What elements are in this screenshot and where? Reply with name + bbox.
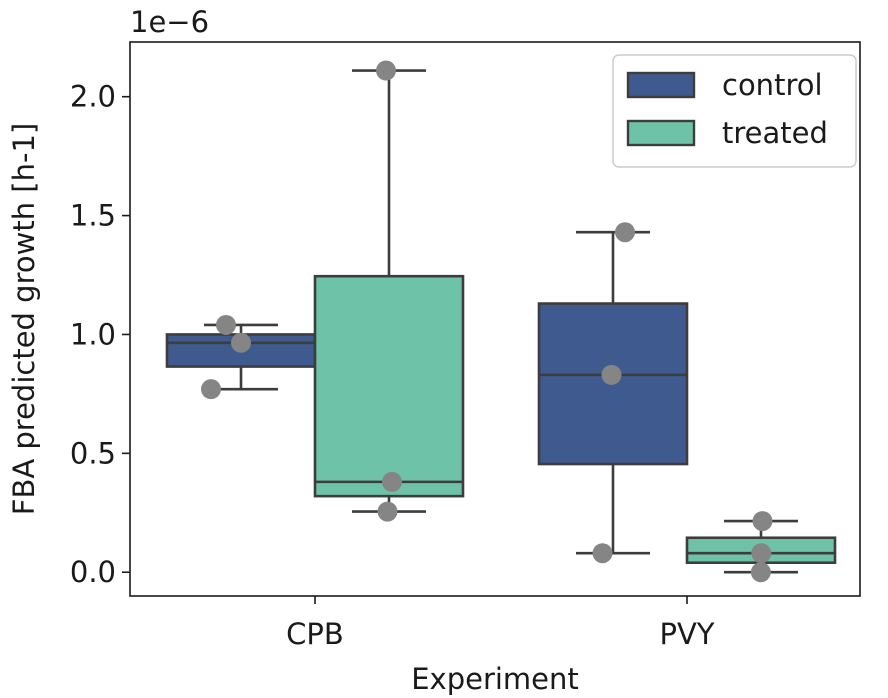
x-tick-label: PVY: [659, 617, 714, 651]
legend: control treated: [612, 54, 857, 168]
data-point: [592, 543, 613, 564]
data-point: [376, 60, 396, 81]
plot-frame: [129, 41, 861, 597]
box-control-PVY: [537, 230, 689, 555]
y-tick-label: 1.5: [70, 199, 116, 233]
data-point: [201, 379, 221, 400]
box-iqr: [313, 274, 465, 498]
data-point: [752, 511, 773, 532]
x-axis-label: Experiment: [411, 662, 579, 696]
y-axis: 0.0 0.5 1.0 1.5 2.0: [70, 80, 130, 589]
data-point: [231, 332, 251, 353]
data-point: [377, 501, 398, 522]
y-tick-label: 0.0: [70, 555, 116, 589]
data-point: [601, 364, 622, 385]
legend-label: control: [722, 68, 823, 102]
y-tick-label: 1.0: [70, 317, 116, 351]
boxes-layer: [165, 60, 837, 583]
x-axis: CPB PVY: [286, 596, 715, 651]
y-tick-label: 2.0: [70, 80, 116, 114]
legend-swatch: [626, 71, 696, 99]
y-axis-label: FBA predicted growth [h-1]: [7, 123, 41, 515]
legend-swatch: [626, 119, 696, 147]
data-point: [615, 222, 635, 243]
y-offset-label: 1e−6: [130, 5, 209, 39]
box-treated-CPB: [313, 69, 465, 513]
data-point: [751, 543, 772, 564]
legend-label: treated: [722, 116, 828, 150]
x-tick-label: CPB: [286, 617, 344, 651]
y-tick-label: 0.5: [70, 436, 116, 470]
data-point: [750, 562, 771, 583]
data-point: [216, 314, 236, 335]
data-point: [382, 471, 402, 492]
